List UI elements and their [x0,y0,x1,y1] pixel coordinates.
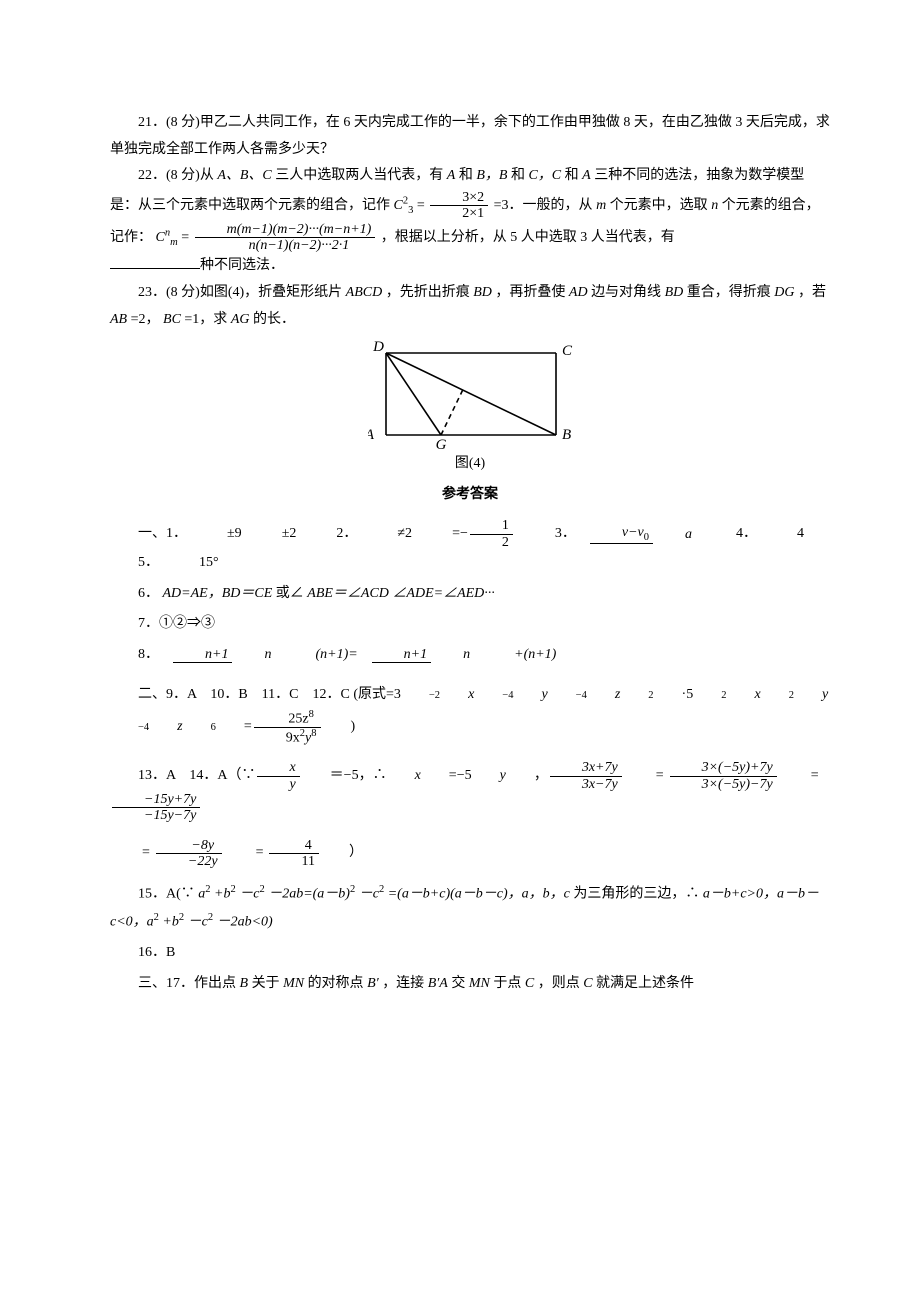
ans-2a: ≠2 [369,521,412,548]
answer-16: 16．B [110,940,830,967]
q23-bd2: BD [665,285,684,300]
q22-n: n [711,198,718,213]
answer-13-cont: = −8y −22y = 4 11 ） [110,838,830,870]
q23-t3: 边与对角线 [591,285,661,300]
q23-dg: DG [774,285,794,300]
q22-t3: 个元素中，选取 [610,198,708,213]
ans-5: 15° [171,550,219,577]
answer-17: 三、17．作出点 B 关于 MN 的对称点 B′ ，连接 B′A 交 MN 于点… [110,971,830,998]
ans-sec1: 一、1． [110,521,187,548]
svg-text:C: C [562,343,573,359]
figure-4-label: 图(4) [110,451,830,478]
answers-title: 参考答案 [110,482,830,509]
q23-abcd: ABCD [346,285,383,300]
q22-frac1: 3×2 2×1 [430,190,488,222]
answer-6: 6． AD=AE，BD＝CE 或∠ ABE＝∠ACD ∠ADE=∠AED··· [110,581,830,608]
q22-c23: C [394,198,403,213]
q22-sub: 3 [408,205,413,216]
q22-subm: m [170,236,178,247]
q22-prefix: 22．(8 分)从 [138,168,214,183]
svg-text:D: D [372,341,384,355]
ans-4: 4 [769,521,804,548]
q22-c: C，C [528,168,561,183]
q22-frac1-num: 3×2 [430,190,488,206]
q23-ad: AD [569,285,588,300]
answer-1: 一、1． ±9 ±2 2． ≠2 =− 1 2 3． v−v0 a 4． 4 5… [110,518,830,576]
q22-and3: 和 [565,168,579,183]
q22-cmn: C [156,230,165,245]
answer-9-12: 二、9．A 10．B 11．C 12．C (原式=3−2 x−4 y−4 z2 … [110,682,830,746]
question-21: 21．(8 分)甲乙二人共同工作，在 6 天内完成工作的一半，余下的工作由甲独做… [110,110,830,163]
ans-3-frac: v−v0 a [590,525,696,544]
question-23: 23．(8 分)如图(4)，折叠矩形纸片 ABCD ，先折出折痕 BD ，再折叠… [110,280,830,333]
question-22-blank-line: 种不同选法． [110,253,830,280]
q23-t7: =1，求 [184,312,227,327]
q22-m: m [596,198,606,213]
figure-4: A B C D G 图(4) [110,341,830,478]
q22-frac1-den: 2×1 [430,206,488,221]
svg-text:A: A [368,427,375,443]
q22-b: B，B [476,168,507,183]
ans-5l: 5． [110,550,159,577]
ans-eqneg: =− 1 2 [424,518,515,550]
ans-1b: ±2 [254,521,297,548]
q22-frac2-num: m(m−1)(m−2)···(m−n+1) [195,222,376,238]
q22-frac2: m(m−1)(m−2)···(m−n+1) n(n−1)(n−2)···2·1 [195,222,376,254]
q23-t2: ，再折叠使 [495,285,565,300]
svg-text:B: B [562,427,571,443]
q22-and2: 和 [511,168,525,183]
q23-bd: BD [473,285,492,300]
ans-1a: ±9 [199,521,242,548]
q22-abc: A、B、C [217,168,271,183]
svg-text:G: G [435,437,446,451]
q22-a: A [447,168,456,183]
ans-4l: 4． [708,521,757,548]
q23-t8: 的长． [253,312,295,327]
q23-ag: AG [231,312,250,327]
answer-15: 15．A(∵ a2 +b2 －c2 －2ab=(a－b)2 －c2 =(a－b+… [110,880,830,937]
q22-eq2: = [181,230,189,245]
q22-t1: 三人中选取两人当代表，有 [275,168,443,183]
q23-t4: 重合，得折痕 [687,285,771,300]
q23-bc: BC [163,312,181,327]
fill-blank[interactable] [110,254,200,269]
answers-section: 一、1． ±9 ±2 2． ≠2 =− 1 2 3． v−v0 a 4． 4 5… [110,518,830,997]
q22-eq3: =3．一般的，从 [494,198,593,213]
q23-ab: AB [110,312,127,327]
ans-2l: 2． [308,521,357,548]
q22-t6: 种不同选法． [200,258,284,273]
ans-3l: 3． [527,521,576,548]
q23-t1: ，先折出折痕 [386,285,470,300]
q23-prefix: 23．(8 分)如图(4)，折叠矩形纸片 [138,285,342,300]
q22-a2: A [582,168,591,183]
q22-t5: ，根据以上分析，从 5 人中选取 3 人当代表，有 [381,230,675,245]
answer-8: 8． n+1 n (n+1)= n+1 n +(n+1) [110,642,830,669]
figure-4-svg: A B C D G [368,341,573,451]
q23-t6: =2， [131,312,160,327]
answer-13-14: 13．A 14．A（∵ x y ＝−5，∴ x =−5 y ， 3x+7y 3x… [110,760,830,824]
question-22: 22．(8 分)从 A、B、C 三人中选取两人当代表，有 A 和 B，B 和 C… [110,163,830,253]
q22-eq1: = [417,198,425,213]
q23-t5: ，若 [798,285,826,300]
q22-frac2-den: n(n−1)(n−2)···2·1 [195,238,376,253]
q22-and1: 和 [459,168,473,183]
answer-7: 7．①②⇒③ [110,611,830,638]
